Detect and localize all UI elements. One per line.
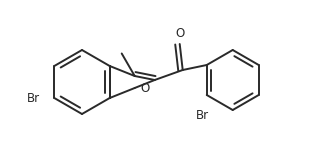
Text: O: O [141,81,150,95]
Text: Br: Br [27,91,40,105]
Text: O: O [175,26,184,39]
Text: Br: Br [196,109,209,122]
